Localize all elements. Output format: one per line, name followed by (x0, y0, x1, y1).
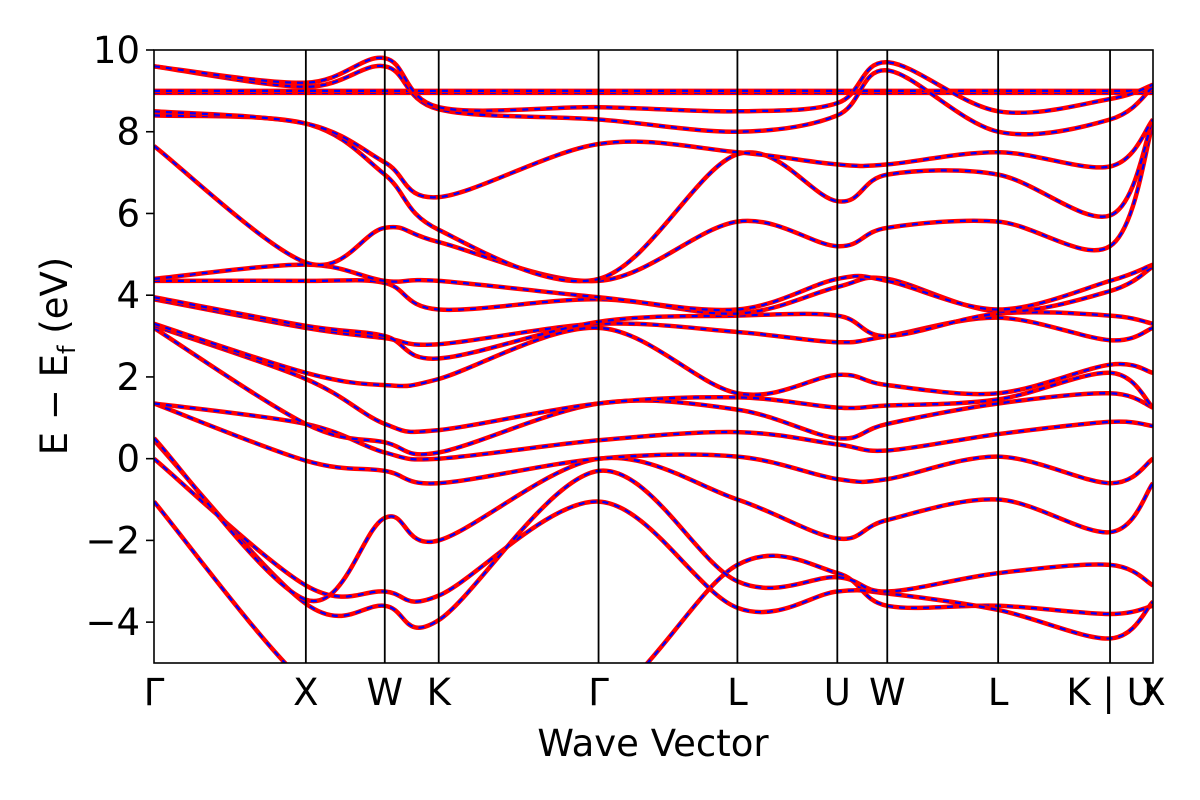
x-tick-label: L (727, 671, 748, 714)
y-tick-label: 4 (116, 274, 140, 317)
band-line-blue-dashed (154, 110, 1153, 199)
band-line-blue-dashed (154, 402, 1153, 485)
band-line-red (154, 401, 1153, 462)
x-tick-label: X (293, 671, 318, 714)
kpoint-lines (304, 50, 1111, 663)
y-axis-label-subscript: f (53, 345, 81, 354)
band-line-blue-dashed (154, 114, 1153, 283)
x-tick-label: Γ (588, 671, 609, 714)
y-tick-label: −4 (85, 601, 140, 644)
x-tick-label: Γ (144, 671, 165, 714)
band-line-red (154, 262, 1153, 313)
band-line-blue-dashed (154, 263, 1153, 312)
plot-frame (153, 49, 1154, 664)
x-tick-label: U (824, 671, 851, 714)
x-tick-label: K (427, 671, 453, 714)
band-line-blue-dashed (154, 324, 1153, 433)
band-line-red (154, 264, 1153, 317)
y-tick-label: 8 (116, 111, 140, 154)
band-line-blue-dashed (154, 437, 1153, 603)
x-axis-label: Wave Vector (537, 722, 769, 765)
band-line-red (154, 321, 1153, 397)
band-line-blue-dashed (154, 439, 1153, 629)
band-line-blue-dashed (154, 56, 1153, 114)
band-line-red (154, 122, 1153, 284)
y-tick-label: −2 (85, 519, 140, 562)
band-line-blue-dashed (154, 298, 1153, 346)
bands-layer (154, 55, 1153, 663)
band-line-red (154, 436, 1153, 604)
band-line-blue-dashed (154, 457, 1153, 640)
y-axis-label-main: E − E (33, 354, 76, 455)
x-tick-label: W (869, 671, 906, 714)
x-tick-label: K | U (1066, 671, 1153, 714)
y-tick-label: 2 (116, 356, 140, 399)
band-line-blue-dashed (154, 402, 1153, 461)
x-tick-label: W (366, 671, 403, 714)
band-line-red (154, 401, 1153, 486)
band-line-blue-dashed (154, 64, 1153, 136)
y-axis-label-unit: (eV) (33, 257, 76, 346)
band-line-blue-dashed (154, 326, 1153, 456)
y-ticks: −4 −2 0 2 4 6 8 10 (85, 29, 154, 644)
band-line-blue-dashed (154, 265, 1153, 315)
band-line-blue-dashed (154, 123, 1153, 283)
x-tick-label: X (1140, 671, 1165, 714)
y-tick-label: 6 (116, 192, 140, 235)
band-line-blue-dashed (154, 322, 1153, 396)
y-tick-label: 0 (116, 438, 140, 481)
y-tick-label: 10 (93, 29, 140, 72)
x-tick-label: L (988, 671, 1009, 714)
y-axis-label: E − Ef (eV) (33, 257, 81, 455)
